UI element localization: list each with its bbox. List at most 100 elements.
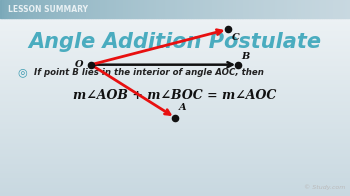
- Bar: [303, 0, 304, 18]
- Bar: [0, 133, 350, 134]
- Point: [88, 63, 94, 66]
- Bar: [0, 166, 350, 167]
- Bar: [0, 104, 350, 105]
- Bar: [0, 192, 350, 193]
- Bar: [0, 127, 350, 128]
- Bar: [117, 0, 119, 18]
- Bar: [0, 95, 350, 96]
- Bar: [84, 0, 86, 18]
- Bar: [68, 0, 70, 18]
- Bar: [0, 130, 350, 131]
- Bar: [0, 34, 350, 35]
- Bar: [203, 0, 205, 18]
- Bar: [0, 120, 350, 121]
- Bar: [0, 6, 350, 7]
- Bar: [77, 0, 79, 18]
- Bar: [0, 55, 350, 56]
- Bar: [0, 138, 350, 139]
- Bar: [0, 145, 350, 146]
- Bar: [285, 0, 287, 18]
- Bar: [152, 0, 154, 18]
- Bar: [228, 0, 229, 18]
- Bar: [0, 65, 350, 66]
- Bar: [0, 73, 350, 74]
- Bar: [0, 4, 350, 5]
- Bar: [0, 158, 350, 159]
- Bar: [122, 0, 124, 18]
- Text: C: C: [231, 33, 239, 42]
- Bar: [98, 0, 100, 18]
- Bar: [201, 0, 203, 18]
- Bar: [94, 0, 96, 18]
- Bar: [238, 0, 240, 18]
- Bar: [149, 0, 150, 18]
- Bar: [159, 0, 161, 18]
- Bar: [19, 0, 21, 18]
- Bar: [322, 0, 324, 18]
- Bar: [121, 0, 122, 18]
- Bar: [126, 0, 128, 18]
- Bar: [0, 156, 350, 157]
- Bar: [138, 0, 140, 18]
- Bar: [0, 176, 350, 177]
- Bar: [0, 123, 350, 124]
- Bar: [130, 0, 131, 18]
- Bar: [289, 0, 290, 18]
- Bar: [0, 110, 350, 111]
- Bar: [0, 59, 350, 60]
- Bar: [79, 0, 80, 18]
- Bar: [116, 0, 117, 18]
- Bar: [261, 0, 262, 18]
- Bar: [0, 161, 350, 162]
- Bar: [219, 0, 220, 18]
- Bar: [88, 0, 89, 18]
- Bar: [0, 64, 350, 65]
- Bar: [199, 0, 201, 18]
- Bar: [290, 0, 292, 18]
- Bar: [164, 0, 166, 18]
- Bar: [0, 153, 350, 154]
- Bar: [241, 0, 243, 18]
- Bar: [156, 0, 158, 18]
- Bar: [205, 0, 206, 18]
- Bar: [0, 167, 350, 168]
- Bar: [318, 0, 320, 18]
- Bar: [177, 0, 178, 18]
- Bar: [256, 0, 257, 18]
- Bar: [340, 0, 341, 18]
- Bar: [0, 75, 350, 76]
- Bar: [0, 45, 350, 46]
- Bar: [0, 43, 350, 44]
- Bar: [0, 71, 350, 72]
- Bar: [47, 0, 49, 18]
- Bar: [0, 0, 350, 1]
- Bar: [0, 93, 350, 94]
- Bar: [2, 0, 4, 18]
- Bar: [40, 0, 42, 18]
- Bar: [0, 172, 350, 173]
- Bar: [0, 162, 350, 163]
- Bar: [0, 38, 350, 39]
- Bar: [0, 54, 350, 55]
- Bar: [346, 0, 348, 18]
- Bar: [317, 0, 318, 18]
- Bar: [284, 0, 285, 18]
- Bar: [0, 83, 350, 84]
- Bar: [0, 49, 350, 50]
- Bar: [110, 0, 112, 18]
- Bar: [315, 0, 317, 18]
- Text: Angle Addition Postulate: Angle Addition Postulate: [28, 32, 322, 52]
- Bar: [233, 0, 234, 18]
- Bar: [0, 32, 350, 33]
- Bar: [0, 97, 350, 98]
- Bar: [0, 15, 350, 16]
- Bar: [0, 174, 350, 175]
- Bar: [245, 0, 247, 18]
- Bar: [254, 0, 256, 18]
- Bar: [0, 144, 350, 145]
- Bar: [0, 72, 350, 73]
- Bar: [0, 148, 350, 149]
- Bar: [30, 0, 32, 18]
- Bar: [0, 185, 350, 186]
- Bar: [0, 42, 350, 43]
